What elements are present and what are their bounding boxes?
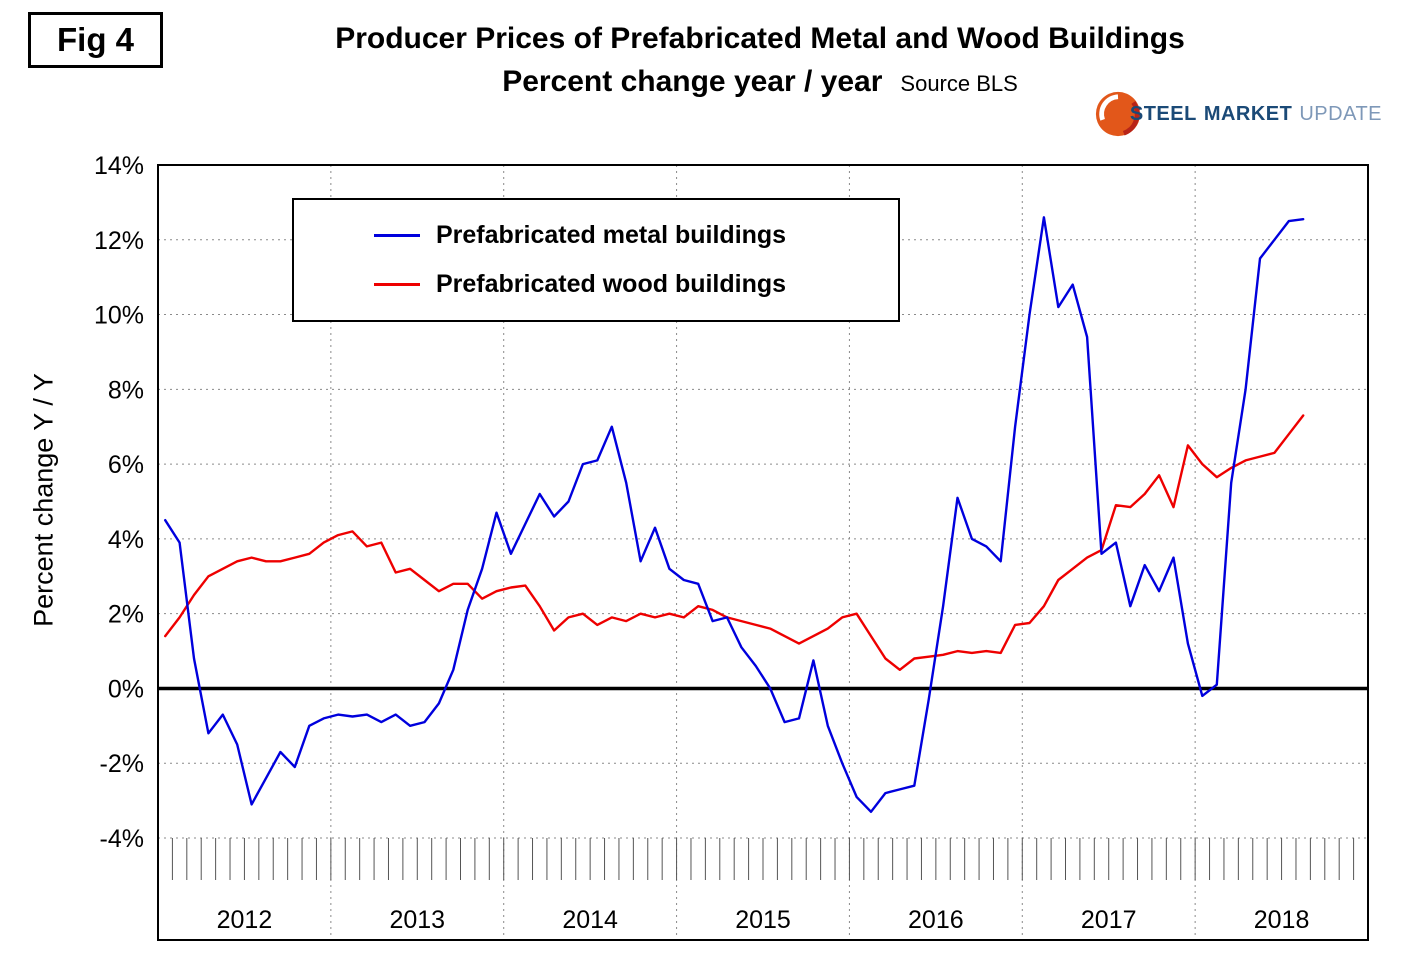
y-tick-label: 12% [94,227,144,255]
legend-label-wood: Prefabricated wood buildings [436,270,787,299]
logo-text-update: UPDATE [1299,102,1382,125]
chart-title: Producer Prices of Prefabricated Metal a… [335,22,1185,55]
logo-swoosh-white [1099,94,1119,121]
y-tick-label: 8% [108,376,144,404]
year-label: 2014 [562,906,618,934]
y-tick-label: 10% [94,302,144,330]
title-block: Producer Prices of Prefabricated Metal a… [170,22,1350,99]
logo-text-market: MARKET [1203,102,1293,125]
y-tick-label: 6% [108,451,144,479]
year-label: 2016 [908,906,964,934]
metal-line-swatch [374,233,420,237]
y-tick-label: 14% [94,152,144,180]
logo-text-steel: STEEL [1129,102,1197,125]
legend-box: Prefabricated metal buildings Prefabrica… [292,198,900,322]
y-tick-label: 2% [108,601,144,629]
brand-logo: STEEL MARKET UPDATE [1094,90,1382,138]
year-label: 2013 [389,906,445,934]
figure-label: Fig 4 [57,21,135,58]
subtitle-row: Percent change year / year Source BLS [170,65,1350,99]
y-tick-label: 4% [108,526,144,554]
plot-border [157,164,1369,941]
logo-circle-icon [1095,91,1140,137]
year-label: 2012 [217,906,273,934]
legend-label-metal: Prefabricated metal buildings [436,220,787,249]
chart-subtitle: Percent change year / year [502,65,883,98]
y-tick-label: -2% [100,750,144,778]
legend-item-metal: Prefabricated metal buildings [374,221,898,250]
wood-line-swatch [374,283,420,287]
legend-item-wood: Prefabricated wood buildings [374,270,898,299]
source-label: Source BLS [900,71,1018,96]
series-line-prefabricated-wood-buildings [163,414,1305,671]
logo-swoosh-red [1122,101,1140,136]
year-label: 2015 [735,906,791,934]
figure-label-box: Fig 4 [28,12,164,68]
year-label: 2017 [1081,906,1137,934]
year-label: 2018 [1254,906,1310,934]
series-line-prefabricated-metal-buildings [163,216,1305,813]
y-tick-label: 0% [108,675,144,703]
y-tick-label: -4% [100,825,144,853]
